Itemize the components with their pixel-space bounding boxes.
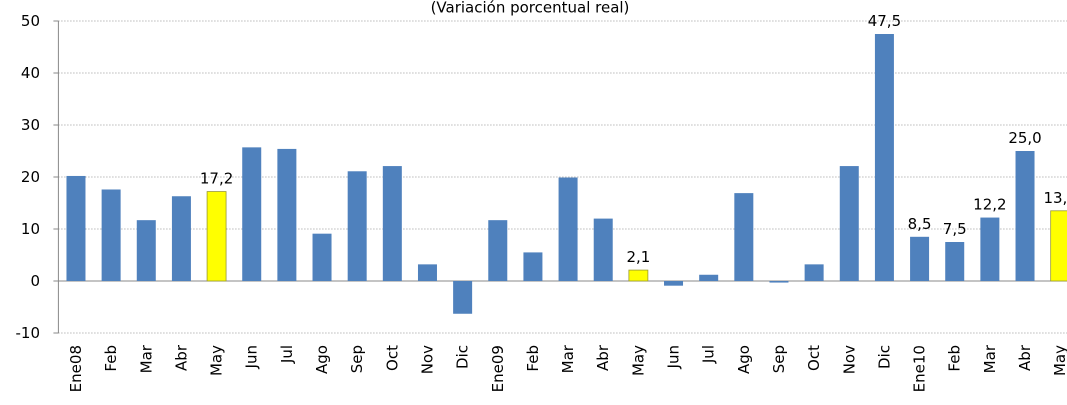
y-tick-label: 40: [21, 64, 40, 82]
x-tick-label: Ene08: [67, 345, 85, 392]
x-tick-label: Mar: [981, 344, 999, 373]
x-tick-label: Dic: [454, 345, 472, 369]
y-tick-label: 30: [21, 116, 40, 134]
bar: [66, 175, 86, 281]
bar: [980, 217, 1000, 281]
y-tick-label: 20: [21, 168, 40, 186]
y-tick-label: 50: [21, 12, 40, 30]
x-tick-label: Abr: [172, 344, 190, 371]
bar: [558, 177, 578, 281]
x-tick-label: Jun: [665, 345, 683, 369]
x-tick-label: Oct: [383, 345, 401, 371]
data-label: 2,1: [626, 248, 650, 266]
x-tick-label: Feb: [102, 345, 120, 372]
data-label: 17,2: [200, 170, 233, 188]
x-tick-label: Jun: [243, 345, 261, 369]
y-tick-label: 0: [30, 272, 40, 290]
bar: [347, 171, 367, 281]
x-tick-label: May: [629, 345, 647, 376]
x-tick-label: Nov: [418, 345, 436, 374]
x-tick-label: Abr: [594, 344, 612, 371]
bar: [101, 189, 121, 281]
x-tick-label: Oct: [805, 345, 823, 371]
x-tick-label: Sep: [770, 345, 788, 373]
x-tick-label: Ago: [735, 345, 753, 374]
x-tick-label: May: [208, 345, 226, 376]
bar: [874, 34, 894, 281]
bar: [417, 264, 437, 281]
x-tick-label: Feb: [946, 345, 964, 372]
bar: [523, 252, 543, 281]
bar: [945, 242, 965, 281]
x-tick-label: Jul: [700, 345, 718, 364]
bar: [699, 274, 719, 281]
bar: [734, 193, 754, 281]
data-label: 25,0: [1008, 129, 1041, 147]
data-label: 7,5: [943, 220, 967, 238]
y-tick-label: -10: [16, 324, 41, 342]
bar: [1015, 151, 1035, 281]
bar: [171, 196, 191, 281]
data-label: 8,5: [908, 215, 932, 233]
bar: [1050, 210, 1067, 282]
bar: [664, 281, 684, 286]
bar: [804, 264, 824, 281]
y-tick-label: 10: [21, 220, 40, 238]
x-tick-label: Mar: [559, 344, 577, 373]
x-tick-label: Sep: [348, 345, 366, 373]
data-label: 47,5: [868, 12, 901, 30]
bar: [453, 281, 473, 314]
chart-subtitle: (Variación porcentual real): [431, 0, 630, 17]
x-tick-label: Ago: [313, 345, 331, 374]
x-tick-label: Nov: [840, 345, 858, 374]
bar: [769, 281, 789, 283]
bar: [593, 218, 613, 281]
bar: [242, 147, 262, 281]
x-tick-label: Abr: [1016, 344, 1034, 371]
bar: [136, 220, 156, 281]
bar: [312, 233, 332, 281]
x-tick-label: Jul: [278, 345, 296, 364]
bar: [488, 220, 508, 281]
data-label: 13,5: [1043, 189, 1067, 207]
bar: [628, 269, 649, 282]
bar: [839, 166, 859, 281]
x-tick-label: Mar: [137, 344, 155, 373]
bar: [910, 236, 930, 281]
x-tick-label: Ene10: [911, 345, 929, 392]
bar: [382, 166, 402, 281]
bar: [277, 148, 297, 281]
data-label: 12,2: [973, 196, 1006, 214]
x-tick-label: Feb: [524, 345, 542, 372]
x-tick-label: Ene09: [489, 345, 507, 392]
x-tick-label: May: [1051, 345, 1067, 376]
bar: [206, 191, 227, 282]
x-tick-label: Dic: [875, 345, 893, 369]
